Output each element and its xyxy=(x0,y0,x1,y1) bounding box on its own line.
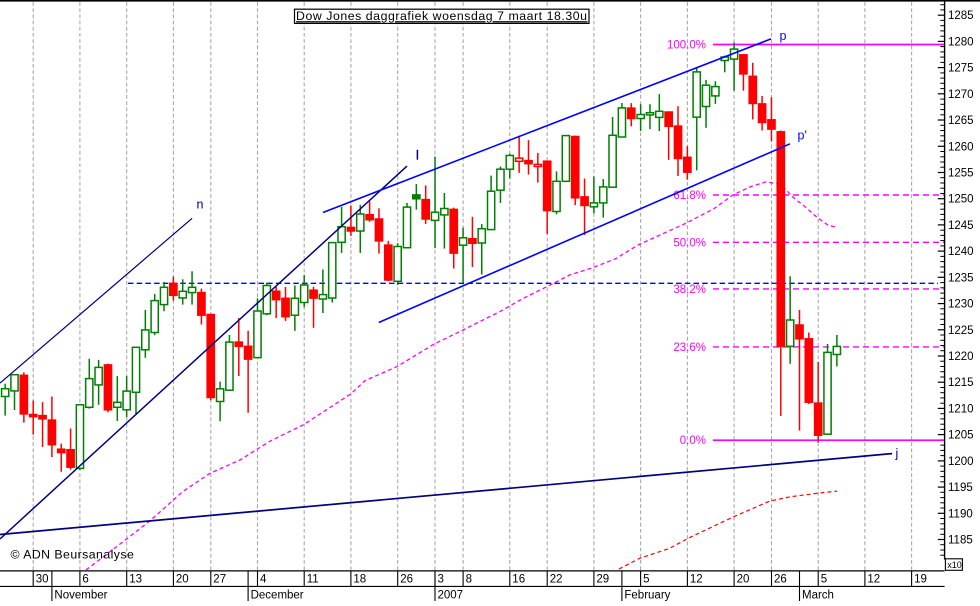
svg-text:1255: 1255 xyxy=(948,168,974,180)
svg-text:3: 3 xyxy=(438,574,444,586)
svg-text:March: March xyxy=(802,590,834,602)
svg-text:18: 18 xyxy=(353,574,366,586)
svg-text:26: 26 xyxy=(400,574,413,586)
svg-text:© ADN Beursanalyse: © ADN Beursanalyse xyxy=(11,548,135,562)
svg-text:1210: 1210 xyxy=(948,403,974,415)
svg-text:11: 11 xyxy=(307,574,319,586)
svg-text:p: p xyxy=(780,29,787,43)
svg-text:4: 4 xyxy=(260,574,267,586)
svg-text:5: 5 xyxy=(643,574,649,586)
svg-text:1240: 1240 xyxy=(948,246,974,258)
svg-text:50.0%: 50.0% xyxy=(673,237,706,249)
svg-text:1235: 1235 xyxy=(948,272,974,284)
svg-text:x10: x10 xyxy=(947,560,962,570)
svg-text:n: n xyxy=(197,198,204,212)
svg-text:23.6%: 23.6% xyxy=(673,342,706,354)
svg-text:1275: 1275 xyxy=(948,63,974,75)
svg-text:February: February xyxy=(624,590,670,602)
svg-text:19: 19 xyxy=(914,574,927,586)
svg-text:30: 30 xyxy=(36,574,49,586)
svg-text:16: 16 xyxy=(512,574,525,586)
svg-text:12: 12 xyxy=(867,574,880,586)
svg-text:20: 20 xyxy=(176,574,189,586)
svg-text:1280: 1280 xyxy=(948,36,974,48)
svg-text:1270: 1270 xyxy=(948,89,974,101)
svg-text:1205: 1205 xyxy=(948,430,974,442)
svg-text:1230: 1230 xyxy=(948,299,974,311)
svg-text:November: November xyxy=(54,590,107,602)
svg-text:1195: 1195 xyxy=(948,482,973,494)
svg-text:1225: 1225 xyxy=(948,325,974,337)
svg-text:1245: 1245 xyxy=(948,220,974,232)
svg-text:100.0%: 100.0% xyxy=(667,40,706,52)
svg-text:1190: 1190 xyxy=(948,508,973,520)
svg-text:27: 27 xyxy=(213,574,226,586)
svg-text:1215: 1215 xyxy=(948,377,974,389)
svg-text:13: 13 xyxy=(129,574,142,586)
svg-text:2007: 2007 xyxy=(438,590,464,602)
svg-text:12: 12 xyxy=(690,574,703,586)
svg-text:26: 26 xyxy=(774,574,787,586)
svg-text:20: 20 xyxy=(737,574,750,586)
svg-text:1200: 1200 xyxy=(948,456,974,468)
svg-text:29: 29 xyxy=(596,574,609,586)
svg-text:8: 8 xyxy=(466,574,472,586)
svg-text:1185: 1185 xyxy=(948,535,973,547)
svg-text:22: 22 xyxy=(550,574,563,586)
svg-text:j: j xyxy=(895,447,899,461)
svg-text:1260: 1260 xyxy=(948,141,974,153)
svg-text:5: 5 xyxy=(821,574,827,586)
svg-text:p': p' xyxy=(798,129,807,143)
svg-text:December: December xyxy=(251,590,304,602)
svg-text:Dow Jones daggrafiek woensdag: Dow Jones daggrafiek woensdag 7 maart 18… xyxy=(296,9,587,23)
svg-text:1265: 1265 xyxy=(948,115,974,127)
svg-text:1250: 1250 xyxy=(948,194,974,206)
svg-text:0.0%: 0.0% xyxy=(680,435,706,447)
svg-text:6: 6 xyxy=(82,574,88,586)
svg-text:61.8%: 61.8% xyxy=(673,190,706,202)
svg-text:1220: 1220 xyxy=(948,351,974,363)
svg-text:38.2%: 38.2% xyxy=(673,284,706,296)
svg-text:1285: 1285 xyxy=(948,10,974,22)
